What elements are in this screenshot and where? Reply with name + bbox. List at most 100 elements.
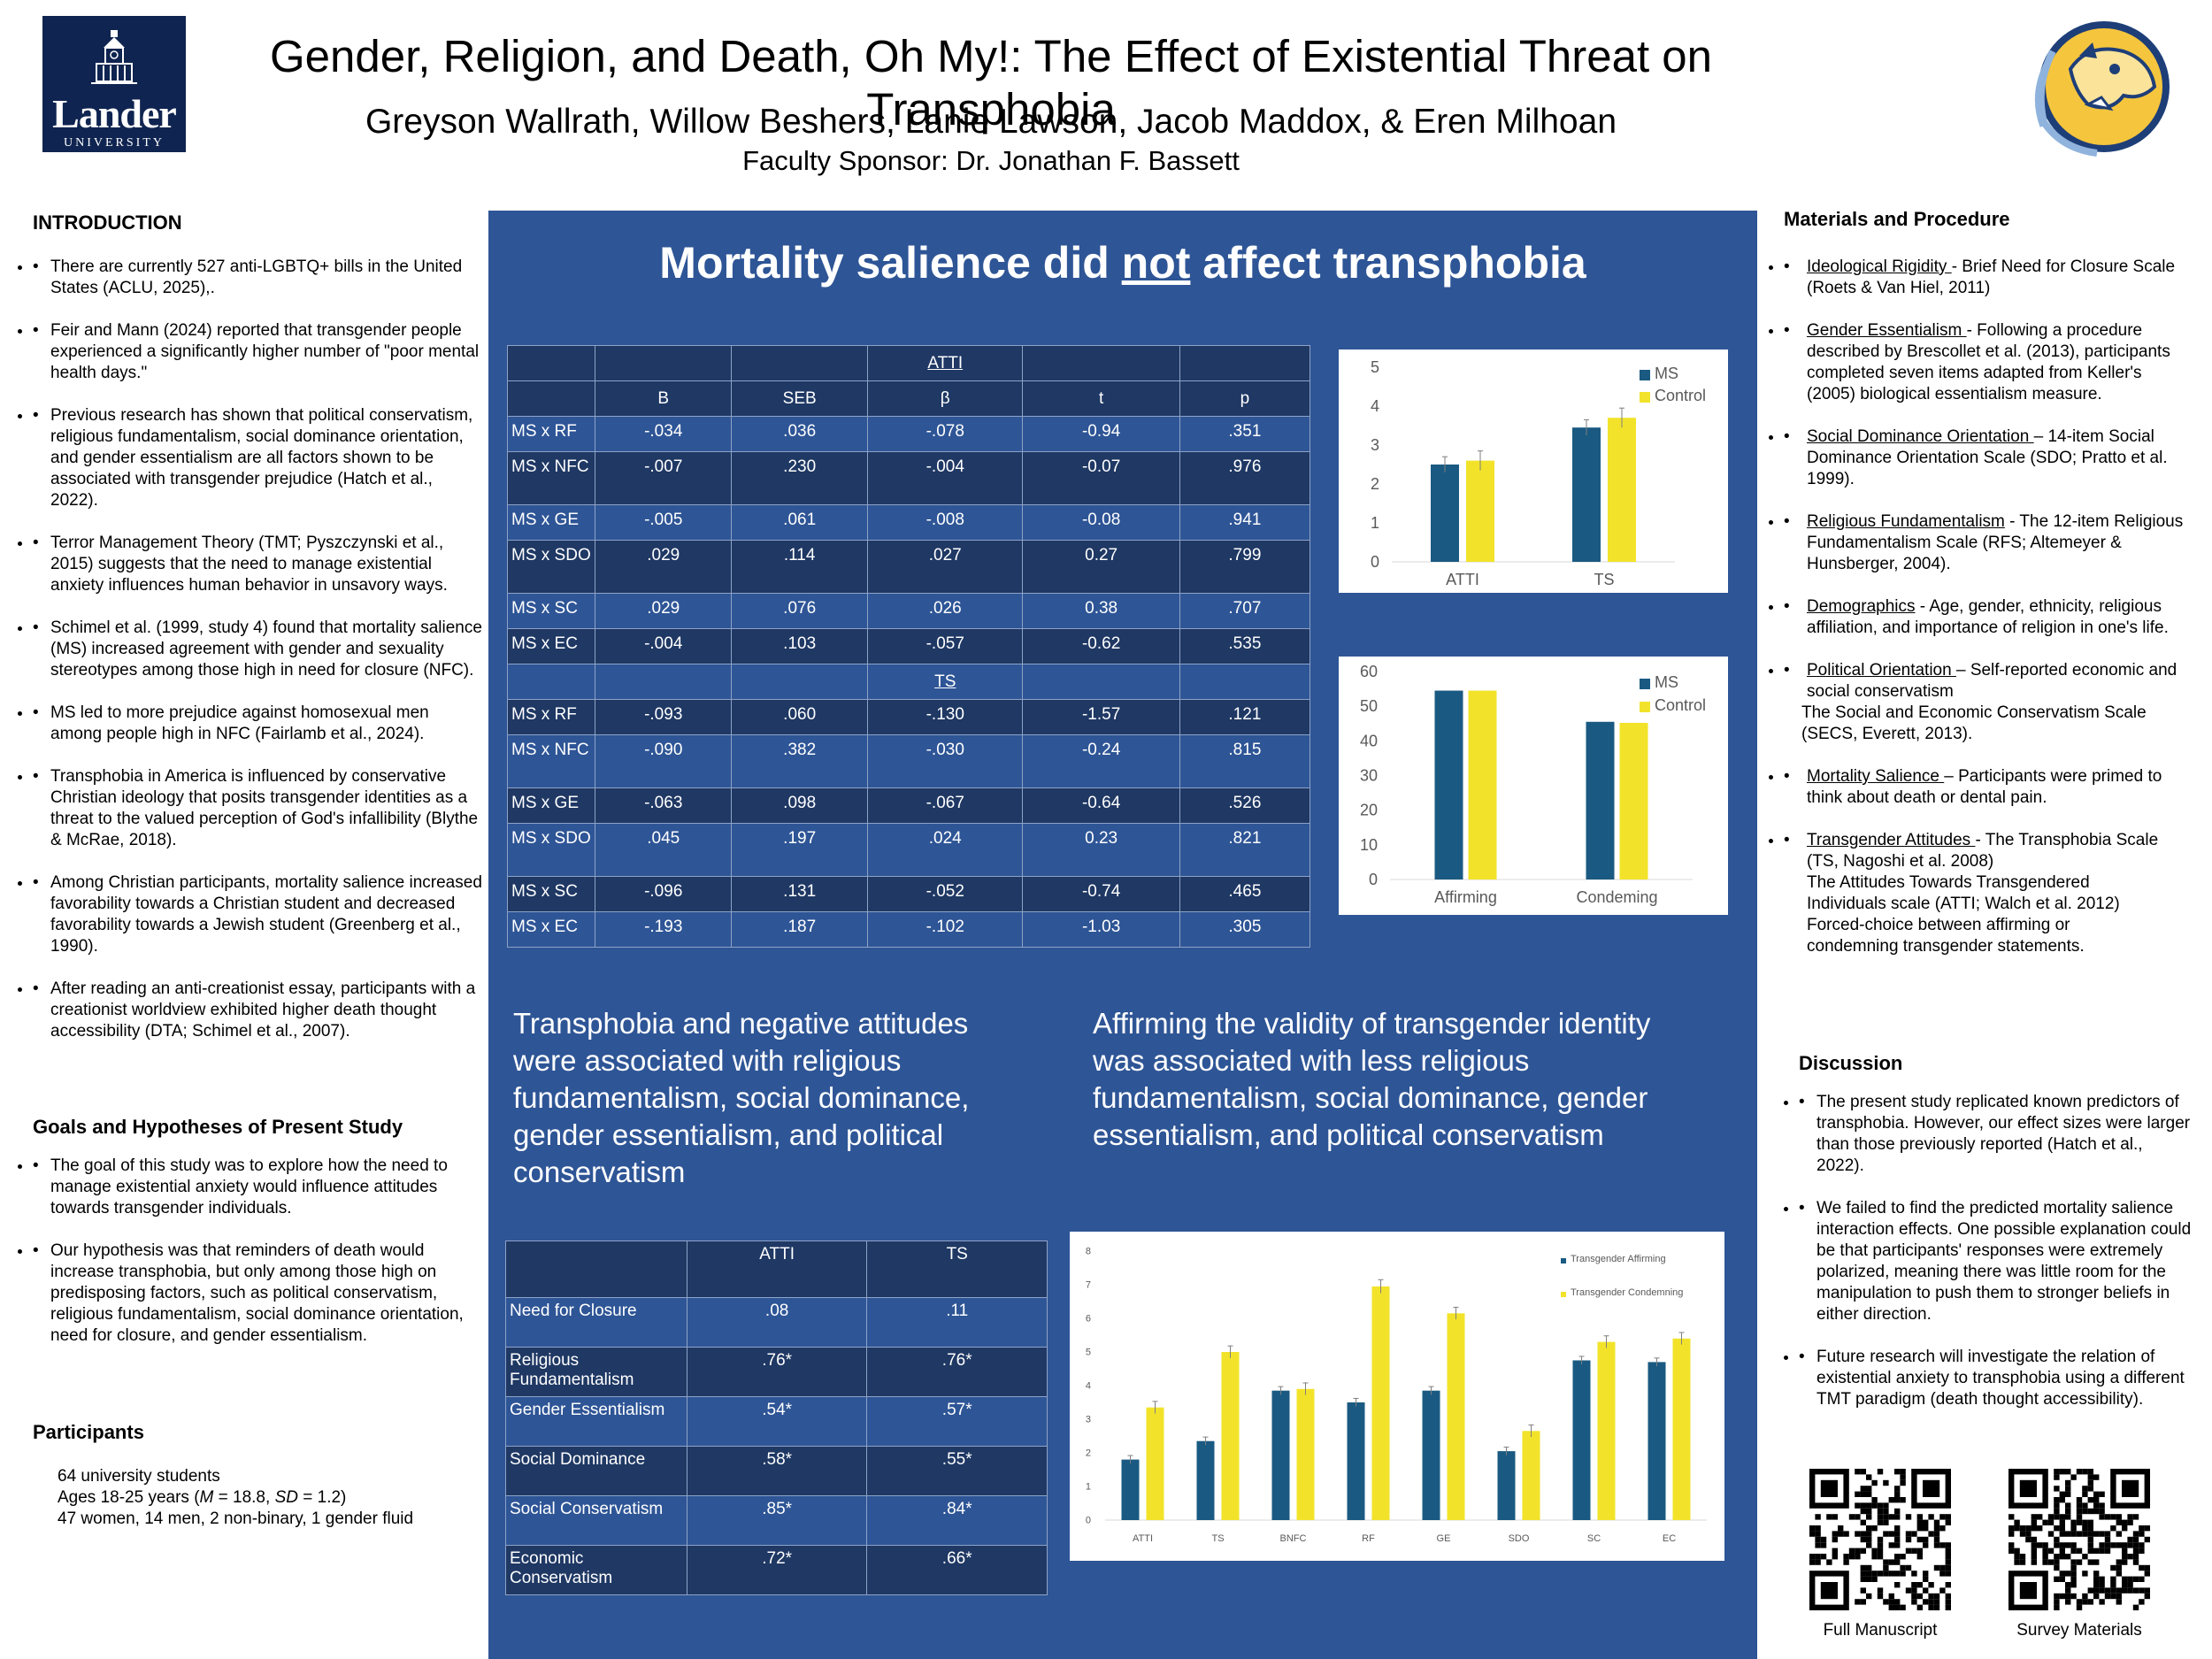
y-tick-label: 0 (1369, 871, 1378, 888)
bar-ms (1431, 465, 1459, 562)
y-tick-label: 8 (1086, 1247, 1091, 1257)
chart-forced-choice: 0 10 20 30 40 50 60 Affirming Condeming MS Control (1339, 657, 1728, 915)
table-row: Need for Closure .08.11 (505, 1297, 1048, 1348)
table-row: Economic Conservatism .72* .66* (505, 1545, 1048, 1595)
table-cell: .382 (731, 734, 869, 788)
table-row: MS x NFC -.090.382 -.030 -0.24.815 (506, 734, 1311, 788)
legend-label: Control (1655, 696, 1706, 714)
y-tick-label: 60 (1360, 663, 1378, 680)
table-cell: .799 (1179, 540, 1311, 594)
table-cell: -1.03 (1022, 911, 1180, 948)
table-cell: MS x EC (506, 628, 596, 664)
building-icon (91, 30, 137, 84)
table-cell: .060 (731, 699, 869, 735)
table-row: MS x RF -.034.036 -.078 -0.94.351 (506, 416, 1311, 452)
table-cell: .036 (731, 416, 869, 452)
table-cell: MS x SDO (506, 540, 596, 594)
y-tick-label: 1 (1371, 514, 1379, 532)
table-cell: -0.08 (1022, 504, 1180, 541)
chart-forced-choice-svg: 0 10 20 30 40 50 60 Affirming Condeming MS Control (1360, 663, 1706, 906)
table-cell: -0.74 (1022, 876, 1180, 912)
table-cell: .976 (1179, 451, 1311, 505)
bar-ms (1586, 721, 1615, 879)
bar-transgender-condemning (1371, 1286, 1390, 1520)
poster-title: Gender, Religion, and Death, Oh My!: The… (269, 31, 1713, 134)
list-item: The present study replicated known predi… (1799, 1092, 2193, 1177)
list-item: Demographics - Age, gender, ethnicity, r… (1784, 596, 2191, 639)
table-cell: Need for Closure (505, 1297, 687, 1348)
bar-transgender-condemning (1672, 1338, 1691, 1520)
list-item: Among Christian participants, mortality … (33, 872, 484, 957)
table-cell: .58* (686, 1446, 868, 1496)
table-cell: -.102 (867, 911, 1024, 948)
table-header-cell: ATTI (686, 1240, 868, 1298)
materials-heading: Materials and Procedure (1784, 208, 2010, 230)
table-cell: -.030 (867, 734, 1024, 788)
x-tick-label: Condeming (1576, 888, 1657, 906)
table-row: ATTI (506, 345, 1311, 381)
y-tick-label: 50 (1360, 697, 1378, 715)
qr-code-survey-icon[interactable] (2008, 1469, 2150, 1610)
y-tick-label: 6 (1086, 1314, 1091, 1325)
list-item: After reading an anti-creationist essay,… (33, 979, 484, 1042)
table-cell: -.078 (867, 416, 1024, 452)
qr-label-manuscript: Full Manuscript (1823, 1621, 1938, 1640)
x-tick-label: SDO (1509, 1533, 1530, 1544)
participants-heading: Participants (33, 1421, 144, 1443)
table-cell: MS x SC (506, 593, 596, 629)
qr-code-manuscript-icon[interactable] (1809, 1469, 1951, 1610)
table-header-cell: B (595, 380, 733, 417)
list-item: There are currently 527 anti-LGBTQ+ bill… (33, 257, 484, 299)
table-cell: -.004 (867, 451, 1024, 505)
table-cell: -1.57 (1022, 699, 1180, 735)
table-cell: Social Dominance (505, 1446, 687, 1496)
bar-transgender-affirming (1647, 1362, 1666, 1520)
y-tick-label: 20 (1360, 802, 1378, 819)
table-cell: MS x NFC (506, 451, 596, 505)
table-cell: Economic Conservatism (505, 1545, 687, 1595)
table-cell: .131 (731, 876, 869, 912)
table-header-cell (506, 380, 596, 417)
table-cell: .024 (867, 823, 1024, 877)
chart-ms-attitudes-svg: 0 1 2 3 4 5 ATTI TS MS Control (1371, 358, 1706, 588)
x-tick-label: ATTI (1446, 571, 1479, 588)
legend-label: MS (1655, 365, 1678, 382)
table-cell: 0.23 (1022, 823, 1180, 877)
table-cell: 0.38 (1022, 593, 1180, 629)
legend-label: Transgender Condemning (1571, 1287, 1683, 1298)
table-cell: -.008 (867, 504, 1024, 541)
bar-transgender-affirming (1196, 1440, 1215, 1520)
list-item: MS led to more prejudice against homosex… (33, 703, 484, 745)
table-cell: .045 (595, 823, 733, 877)
list-item: Feir and Mann (2024) reported that trans… (33, 320, 484, 384)
x-tick-label: RF (1362, 1533, 1375, 1544)
x-tick-label: TS (1594, 571, 1614, 588)
list-item: Previous research has shown that politic… (33, 405, 484, 511)
y-tick-label: 30 (1360, 767, 1378, 785)
legend-label: Control (1655, 387, 1706, 404)
table-cell: .076 (731, 593, 869, 629)
bar-ms (1434, 690, 1463, 879)
discussion-heading: Discussion (1799, 1052, 1903, 1074)
table-row: MS x GE -.063.098 -.067 -0.64.526 (506, 787, 1311, 824)
table-cell: -.052 (867, 876, 1024, 912)
table-cell: .85* (686, 1495, 868, 1546)
table-row: TS (506, 664, 1311, 700)
bar-transgender-condemning (1296, 1388, 1315, 1520)
finding-transphobia: Transphobia and negative attitudes were … (513, 1007, 970, 1188)
legend-swatch (1640, 702, 1650, 712)
legend-swatch (1640, 679, 1650, 689)
table-header-cell: t (1022, 380, 1180, 417)
table-cell: .526 (1179, 787, 1311, 824)
table-cell: .76* (866, 1347, 1048, 1397)
list-item: Future research will investigate the rel… (1799, 1347, 2193, 1410)
table-cell: -.090 (595, 734, 733, 788)
y-tick-label: 40 (1360, 732, 1378, 749)
y-tick-label: 2 (1086, 1448, 1091, 1459)
table-cell: -.005 (595, 504, 733, 541)
legend-swatch (1561, 1258, 1566, 1263)
table-cell: -0.62 (1022, 628, 1180, 664)
y-tick-label: 0 (1086, 1516, 1091, 1526)
list-item: Mortality Salience – Participants were p… (1784, 766, 2191, 809)
university-logo: Lander UNIVERSITY (42, 16, 186, 152)
